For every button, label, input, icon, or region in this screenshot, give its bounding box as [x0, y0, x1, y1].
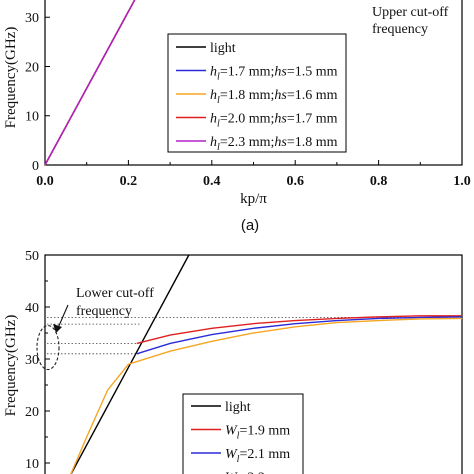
y-tick-label: 10	[25, 110, 39, 125]
y-tick-label: 10	[25, 457, 39, 472]
legend-label-2: Wl=2.1 mm	[225, 447, 290, 465]
legend-label-1: Wl=1.9 mm	[225, 424, 290, 442]
y-tick-label: 30	[25, 353, 39, 368]
chart-b: 10 20 30 40 50 Frequency(GHz) Lower cut-off fre…	[3, 249, 463, 474]
x-tick-label: 0.2	[120, 174, 138, 189]
legend-label-4: hl=2.3 mm;hs=1.8 mm	[210, 135, 338, 153]
panel-label: (a)	[241, 217, 259, 234]
x-tick-label: 1.0	[453, 174, 471, 189]
y-tick-label: 50	[25, 249, 39, 264]
y-tick-label: 40	[25, 301, 39, 316]
x-tick-label: 0.0	[36, 174, 54, 189]
y-tick-label: 20	[25, 405, 39, 420]
series-line-3	[70, 317, 463, 474]
annotation-arrowhead	[53, 324, 62, 333]
annotation-arrow	[57, 304, 69, 329]
chart-a: 0.0 0.2 0.4 0.6 0.8 1.0 0 10 20 30 kp/π Frequency(G…	[3, 0, 471, 234]
x-tick-label: 0.6	[286, 174, 304, 189]
legend-box	[182, 393, 304, 474]
annotation-line-1: Lower cut-off	[76, 286, 154, 301]
x-tick-label: 0.8	[370, 174, 388, 189]
legend-label-1: hl=1.7 mm;hs=1.5 mm	[210, 65, 338, 83]
annotation-line-2: frequency	[372, 22, 428, 37]
legend-label-0: light	[225, 400, 251, 415]
y-axis-label: Frequency(GHz)	[3, 315, 19, 417]
series-line-1	[136, 315, 462, 345]
y-axis-label: Frequency(GHz)	[3, 27, 19, 129]
annotation-line-2: frequency	[76, 304, 132, 319]
series-line-2	[136, 316, 463, 355]
cutoff-ellipse	[36, 325, 60, 371]
plot-frame	[44, 254, 463, 474]
series-line-4	[44, 0, 136, 166]
y-tick-label: 0	[32, 159, 39, 174]
legend-label-3: hl=2.0 mm;hs=1.7 mm	[210, 112, 338, 130]
series-line-0	[70, 254, 190, 474]
annotation-line-1: Upper cut-off	[372, 5, 449, 20]
x-axis-label: kp/π	[240, 191, 267, 207]
legend-box	[167, 33, 347, 153]
legend-label-3: Wl=2.3 mm	[225, 471, 290, 474]
y-tick-label: 30	[25, 11, 39, 26]
legend-label-0: light	[210, 41, 236, 56]
x-tick-label: 0.4	[203, 174, 221, 189]
legend-label-2: hl=1.8 mm;hs=1.6 mm	[210, 88, 338, 106]
y-tick-label: 20	[25, 60, 39, 75]
